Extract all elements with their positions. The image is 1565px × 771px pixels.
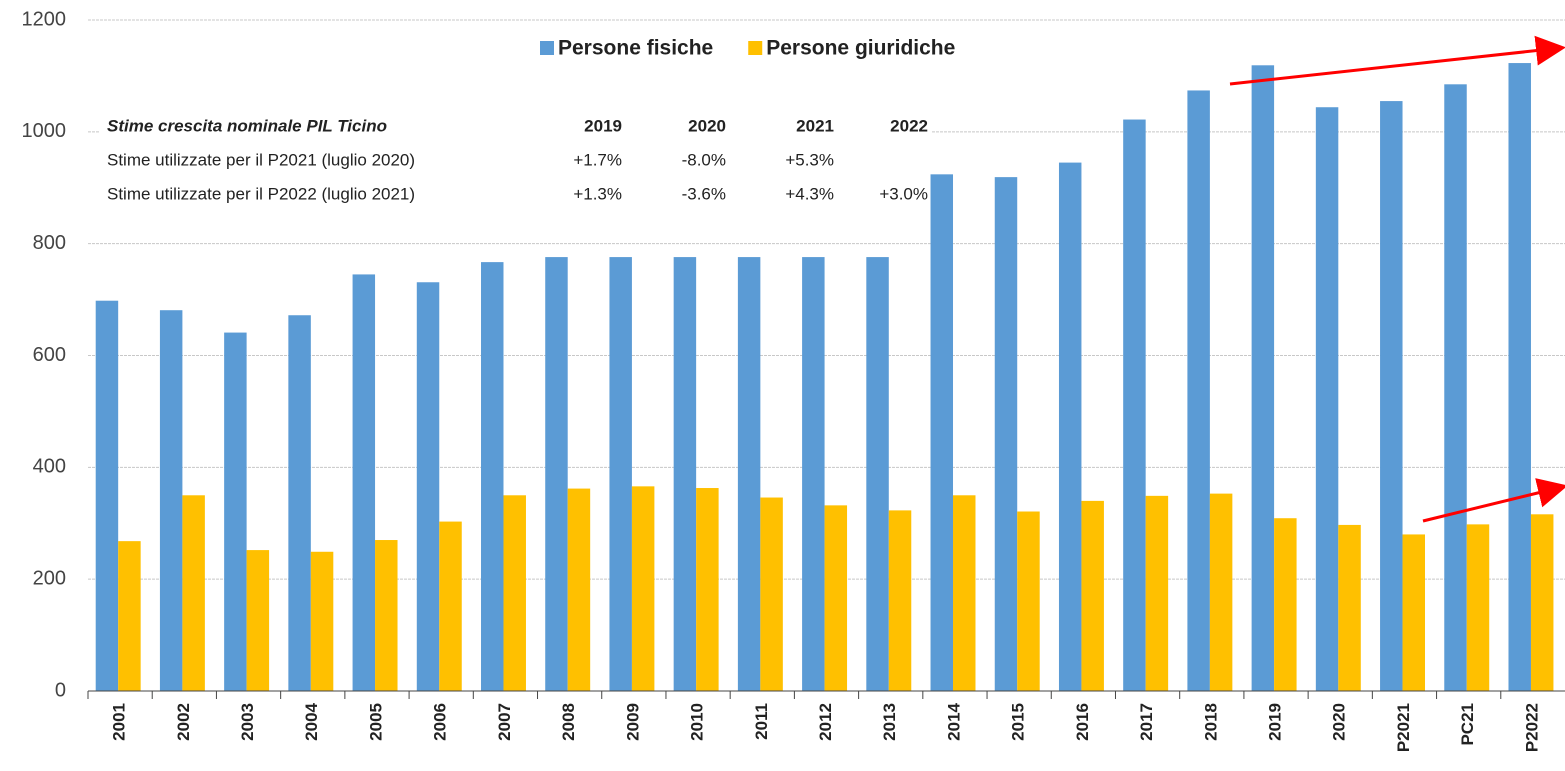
x-tick-label: 2017: [1137, 703, 1156, 741]
table-cell: +1.3%: [573, 184, 622, 203]
bar: [631, 486, 655, 691]
bar: [1209, 493, 1233, 691]
table-row-label: Stime utilizzate per il P2021 (luglio 20…: [107, 150, 415, 169]
arrow: [1229, 35, 1565, 86]
table-row-label: Stime utilizzate per il P2022 (luglio 20…: [107, 184, 415, 203]
x-tick-label: 2011: [752, 703, 771, 740]
bar: [567, 488, 591, 691]
bar: [1380, 101, 1403, 692]
x-tick-label: 2018: [1201, 703, 1220, 741]
bar: [1058, 162, 1082, 691]
table-column: 2021: [796, 116, 834, 135]
bar: [95, 300, 119, 691]
x-tick-label: P2022: [1522, 703, 1541, 752]
bar: [118, 541, 141, 691]
bar: [994, 177, 1018, 691]
y-tick-label: 600: [33, 344, 66, 366]
x-tick-label: 2007: [495, 703, 514, 741]
bar: [1187, 90, 1210, 691]
bar: [224, 332, 247, 691]
x-tick-label: 2001: [110, 703, 129, 741]
bar: [888, 510, 912, 691]
bar: [416, 282, 440, 691]
bar: [953, 495, 976, 691]
bar: [481, 262, 504, 691]
bar: [503, 495, 526, 691]
bar: [1251, 65, 1275, 692]
x-tick-label: 2010: [688, 703, 707, 741]
bar: [182, 495, 205, 691]
legend-label: Persone fisiche: [558, 37, 713, 60]
y-tick-label: 1200: [22, 8, 67, 30]
bar: [1402, 534, 1426, 691]
bar: [696, 488, 719, 691]
x-tick-label: 2014: [944, 702, 963, 740]
x-tick-label: 2015: [1009, 703, 1028, 741]
bar: [375, 540, 398, 691]
table-column: 2019: [584, 116, 622, 135]
table-column: 2022: [890, 116, 928, 135]
x-tick-label: 2003: [238, 703, 257, 741]
legend-label: Persone giuridiche: [766, 37, 955, 60]
bar: [246, 550, 270, 691]
table-column: 2020: [688, 116, 726, 135]
bar: [930, 174, 954, 691]
legend-swatch: [748, 41, 763, 55]
x-tick-label: PC21: [1458, 703, 1477, 746]
y-tick-label: 400: [33, 456, 66, 478]
bar: [866, 257, 889, 691]
table-cell: +1.7%: [573, 150, 622, 169]
bar: [1530, 514, 1554, 691]
table-cell: +5.3%: [785, 150, 834, 169]
x-tick-label: 2020: [1330, 703, 1349, 741]
bar: [1338, 524, 1361, 691]
x-tick-label: 2002: [174, 703, 193, 741]
bar: [1315, 107, 1339, 692]
y-tick-label: 800: [33, 232, 66, 254]
x-tick-label: 2004: [302, 702, 321, 740]
bar: [1508, 63, 1531, 691]
table-title: Stime crescita nominale PIL Ticino: [107, 116, 387, 135]
bar: [1017, 511, 1040, 691]
x-tick-label: 2009: [623, 703, 642, 741]
y-tick-label: 200: [33, 567, 66, 589]
bar: [760, 497, 783, 691]
x-tick-label: 2006: [431, 703, 450, 741]
x-tick-label: 2019: [1266, 703, 1285, 741]
bar: [310, 551, 334, 691]
y-tick-label: 1000: [22, 120, 67, 142]
x-tick-label: 2008: [559, 703, 578, 741]
y-tick-label: 0: [55, 679, 66, 701]
x-tick-label: 2005: [366, 703, 385, 741]
legend-swatch: [540, 41, 554, 55]
x-tick-label: 2016: [1073, 703, 1092, 741]
table-cell: +3.0%: [879, 184, 928, 203]
table-cell: +4.3%: [785, 184, 834, 203]
bar: [1081, 500, 1104, 691]
table-background: [100, 110, 932, 210]
bar: [737, 257, 761, 691]
x-tick-label: P2021: [1394, 703, 1413, 752]
bar: [545, 257, 568, 691]
x-tick-label: 2012: [816, 703, 835, 741]
table-cell: -8.0%: [682, 150, 726, 169]
arrow: [1422, 478, 1565, 523]
bar: [609, 257, 632, 691]
table-cell: -3.6%: [682, 184, 726, 203]
bar: [802, 257, 825, 691]
bar: [1444, 84, 1467, 691]
bar: [1274, 518, 1297, 691]
bar: [824, 505, 848, 691]
bar: [352, 274, 376, 691]
bar: [288, 315, 311, 691]
bar: [1123, 119, 1146, 691]
bar: [1466, 524, 1490, 691]
x-tick-label: 2013: [880, 703, 899, 741]
bar: [159, 310, 183, 691]
bar: [439, 521, 462, 691]
bar: [673, 257, 697, 691]
bar: [1145, 495, 1169, 691]
